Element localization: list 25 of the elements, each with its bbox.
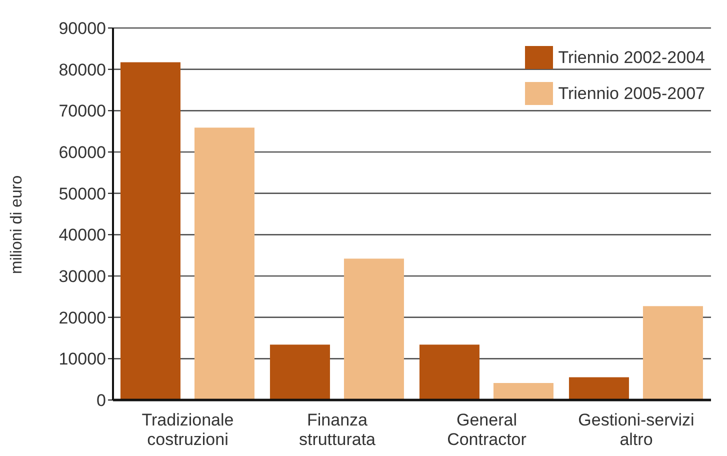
y-tick-label: 70000 <box>58 102 106 121</box>
bar <box>270 344 330 400</box>
bar <box>194 128 254 400</box>
y-tick-label: 90000 <box>58 19 106 38</box>
bar <box>568 377 629 400</box>
bar <box>419 344 480 400</box>
legend-label: Triennio 2002-2004 <box>558 48 705 68</box>
legend-label: Triennio 2005-2007 <box>558 84 705 104</box>
bar <box>344 258 404 400</box>
y-tick-label: 80000 <box>58 60 106 80</box>
y-tick-label: 50000 <box>58 184 106 204</box>
x-tick-label: Tradizionale costruzioni <box>142 410 234 449</box>
bar <box>493 383 554 400</box>
y-tick-label: 60000 <box>58 143 106 162</box>
y-tick-label: 0 <box>96 391 106 410</box>
bar <box>120 62 180 400</box>
y-tick-label: 20000 <box>58 308 106 328</box>
y-tick-label: 40000 <box>58 226 106 245</box>
y-tick-label: 30000 <box>58 267 106 286</box>
bar <box>642 306 703 400</box>
x-tick-label: General Contractor <box>447 410 527 449</box>
x-tick-label: Gestioni-servizi altro <box>578 410 694 449</box>
y-axis-title: milioni di euro <box>8 175 26 274</box>
y-tick-label: 10000 <box>58 350 106 369</box>
x-tick-label: Finanza strutturata <box>298 410 376 449</box>
